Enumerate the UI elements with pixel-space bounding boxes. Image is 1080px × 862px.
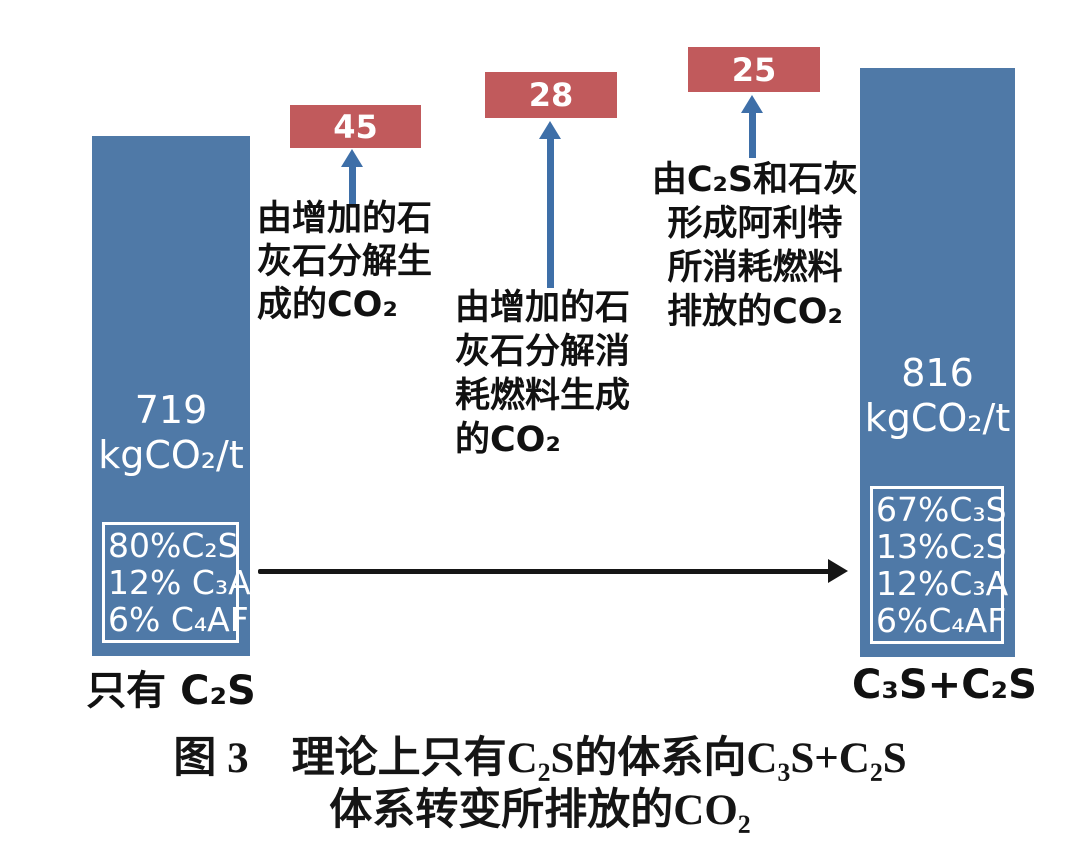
arrow-stem [546, 139, 554, 288]
right-bar-value: 816 kgCO₂/t [860, 351, 1015, 441]
composition-line: 13%C₂S [876, 527, 1007, 566]
annotation-line: 形成阿利特 [667, 204, 843, 244]
annotation-limestone-decomposition: 由增加的石 灰石分解生 成的CO₂ [257, 198, 432, 327]
annotation-line: 排放的CO₂ [667, 292, 843, 332]
annotation-line: 所消耗燃料 [667, 248, 843, 288]
left-bar-value-number: 719 [134, 388, 208, 432]
right-bar-value-number: 816 [901, 351, 974, 395]
arrow-head-icon [741, 95, 763, 113]
arrow-head-icon [341, 149, 363, 167]
up-arrow-icon [539, 121, 561, 288]
arrow-head-icon [539, 121, 561, 139]
delta-box-25: 25 [688, 47, 820, 92]
arrow-stem [348, 167, 356, 205]
composition-line: 6%C₄AF [876, 601, 1007, 640]
right-bar-value-unit: kgCO₂/t [864, 396, 1011, 440]
figure-caption: 图 3 理论上只有C₂S的体系向C₃S+C₂S 体系转变所排放的CO₂ [0, 733, 1080, 837]
right-bar: 816 kgCO₂/t 67%C₃S 13%C₂S 12%C₃A 6%C₄AF [860, 68, 1015, 657]
annotation-line: 由增加的石 [455, 288, 631, 328]
left-bar-label: 只有 C₂S [86, 668, 256, 714]
annotation-line: 的CO₂ [455, 420, 561, 460]
left-bar-value-unit: kgCO₂/t [98, 433, 244, 477]
composition-line: 67%C₃S [876, 490, 1007, 529]
delta-box-45: 45 [290, 105, 421, 148]
right-bar-label: C₃S+C₂S [852, 662, 1037, 708]
composition-line: 80%C₂S [108, 526, 239, 565]
arrow-stem [748, 113, 756, 158]
transition-arrow [258, 569, 830, 574]
left-bar-composition-box: 80%C₂S 12% C₃A 6% C₄AF [102, 522, 251, 643]
annotation-line: 耗燃料生成 [455, 376, 631, 416]
delta-box-28: 28 [485, 72, 617, 118]
annotation-alite-formation-fuel: 由C₂S和石灰 形成阿利特 所消耗燃料 排放的CO₂ [648, 158, 862, 334]
left-bar: 719 kgCO₂/t 80%C₂S 12% C₃A 6% C₄AF [92, 136, 251, 656]
up-arrow-icon [741, 95, 763, 158]
right-bar-composition-box: 67%C₃S 13%C₂S 12%C₃A 6%C₄AF [870, 486, 1009, 644]
caption-line-1: 图 3 理论上只有C₂S的体系向C₃S+C₂S [173, 735, 907, 782]
annotation-line: 由增加的石 [257, 199, 433, 239]
annotation-line: 灰石分解生 [257, 242, 433, 282]
composition-line: 12% C₃A [108, 563, 251, 602]
composition-line: 12%C₃A [876, 564, 1009, 603]
caption-line-2: 体系转变所排放的CO₂ [329, 787, 751, 834]
annotation-line: 灰石分解消 [455, 332, 631, 372]
annotation-fuel-for-decomposition: 由增加的石 灰石分解消 耗燃料生成 的CO₂ [455, 286, 630, 462]
transition-arrow-head-icon [828, 559, 848, 583]
composition-line: 6% C₄AF [108, 600, 249, 639]
left-bar-value: 719 kgCO₂/t [92, 388, 250, 478]
annotation-line: 成的CO₂ [257, 285, 398, 325]
up-arrow-icon [341, 149, 363, 205]
annotation-line: 由C₂S和石灰 [651, 160, 859, 200]
